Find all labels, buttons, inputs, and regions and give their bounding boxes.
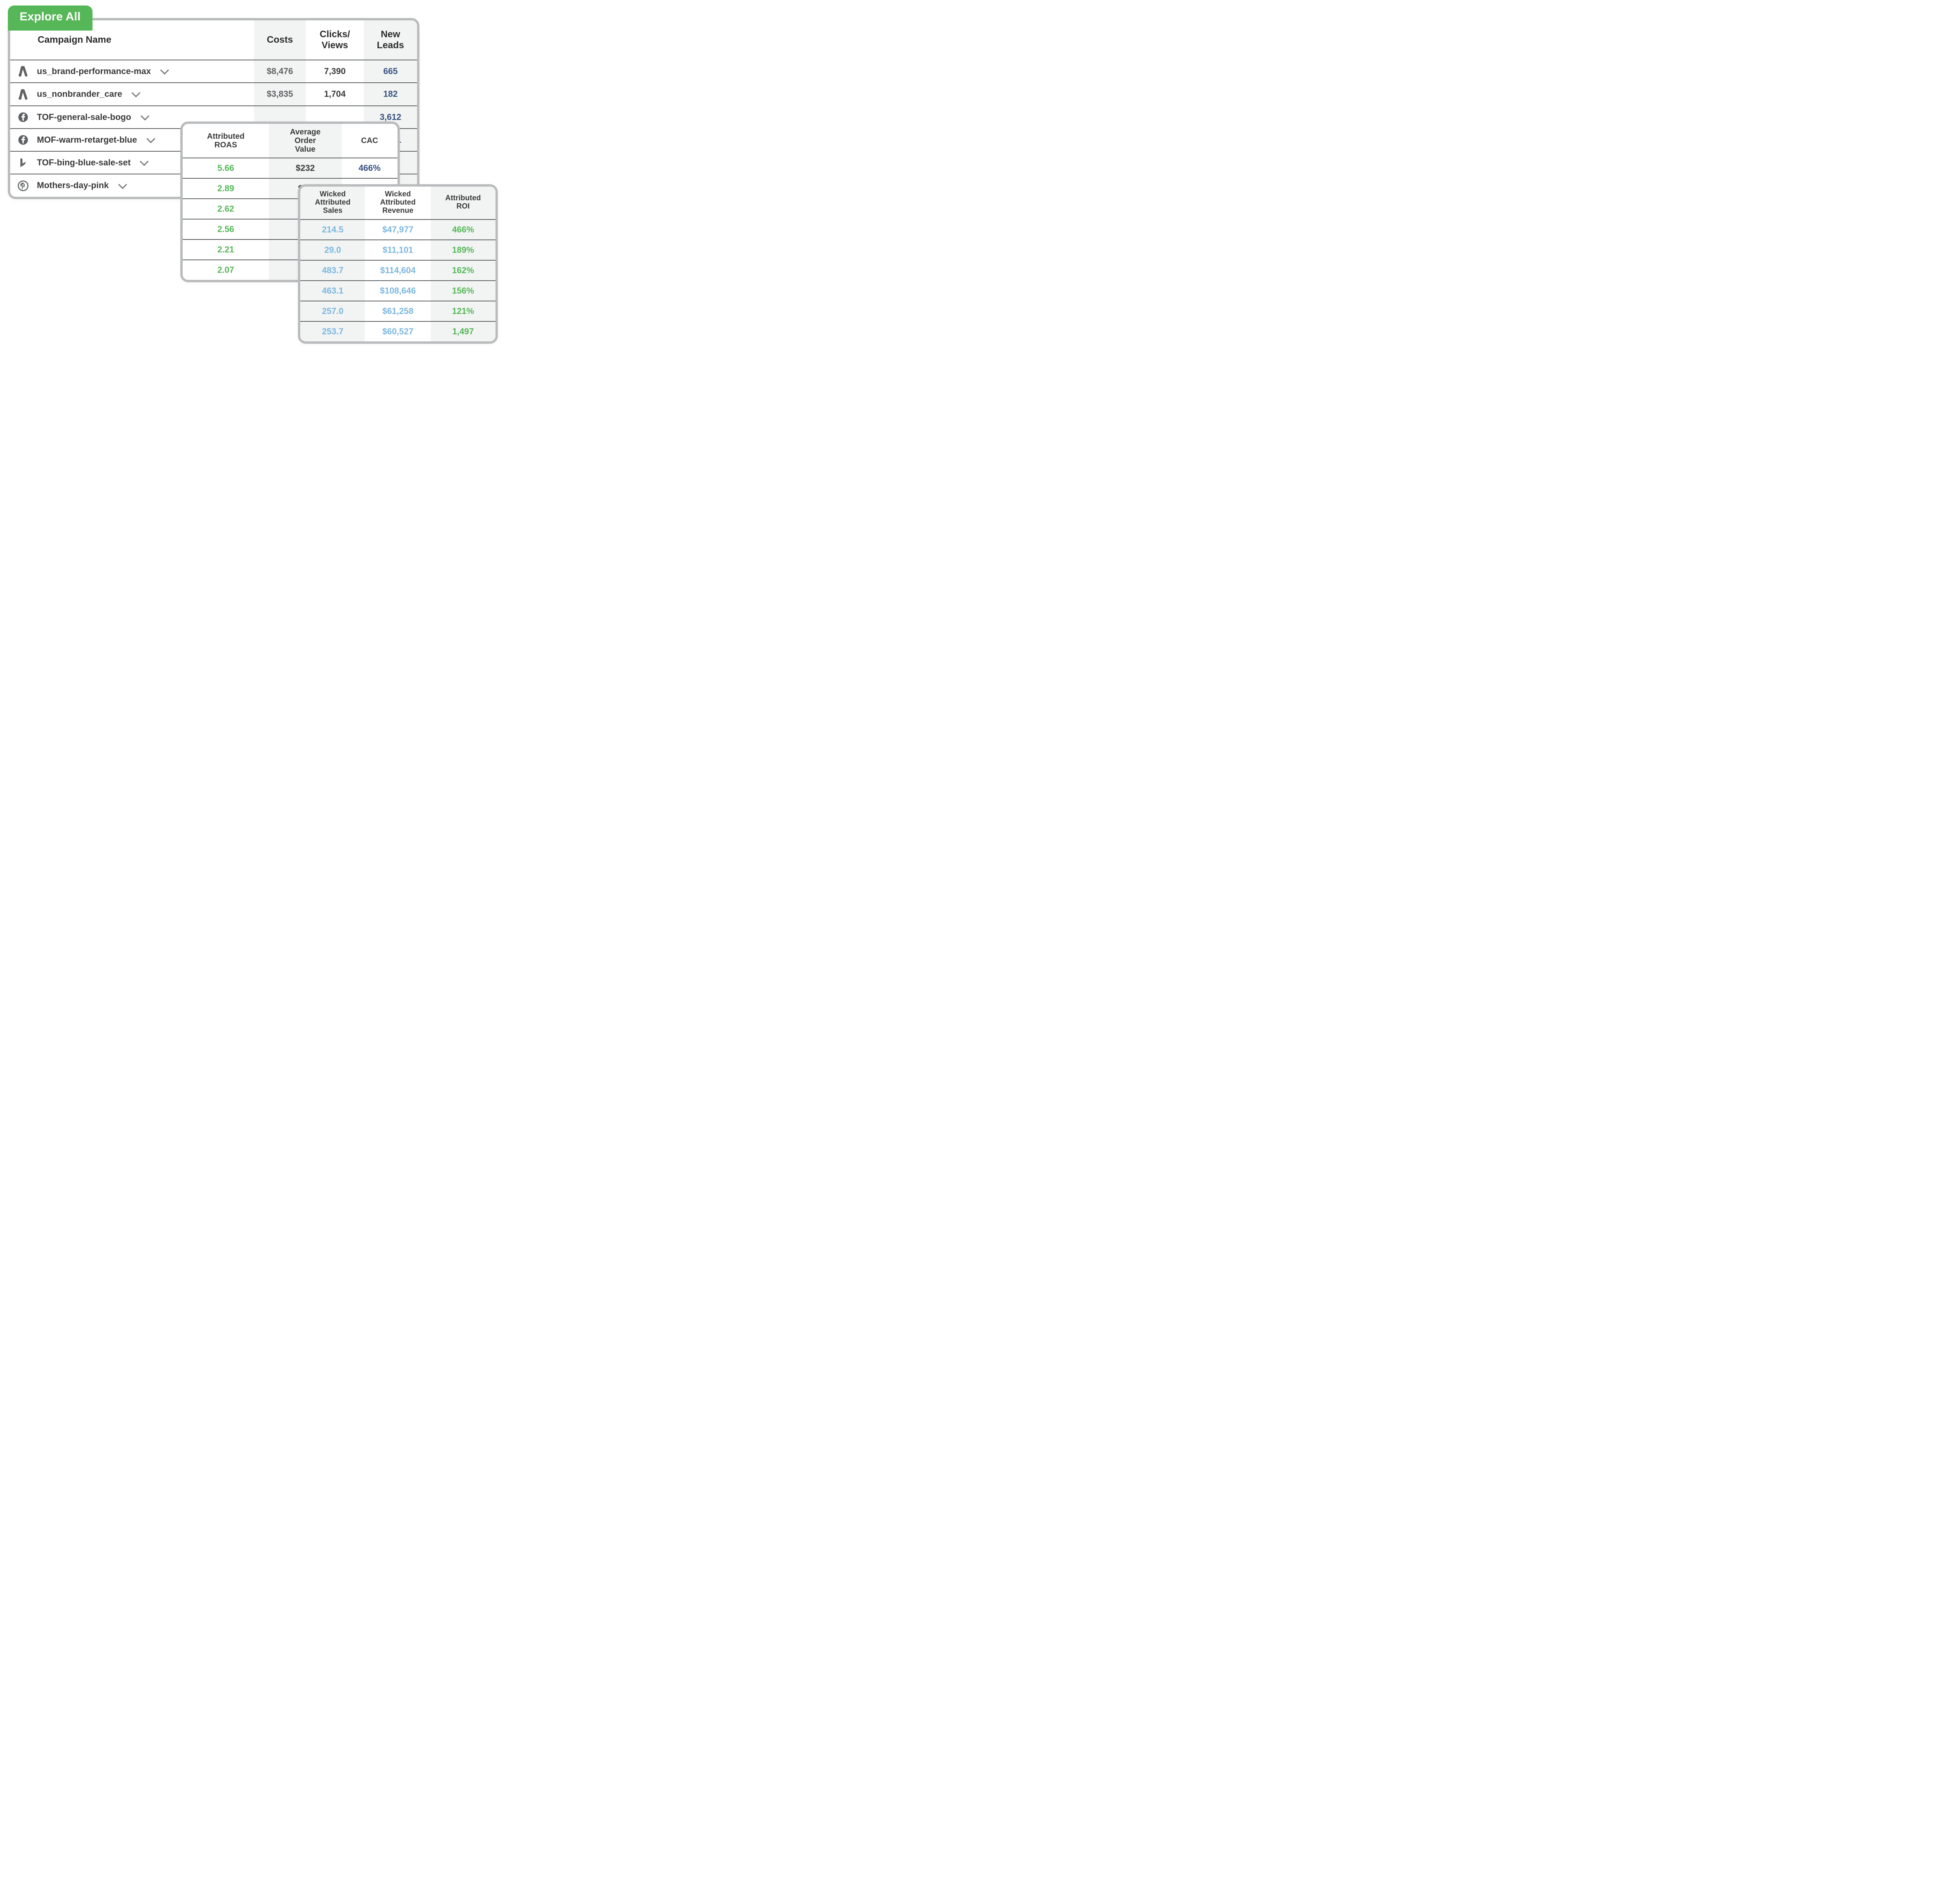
cell-costs: $3,835 <box>254 83 306 105</box>
report-stage: Explore All Campaign Name Costs Clicks/ … <box>8 8 502 384</box>
cell-wicked-sales: 214.5 <box>300 219 365 240</box>
table-row: 463.1 $108,646 156% <box>300 281 495 301</box>
chevron-down-icon[interactable] <box>131 89 140 98</box>
col-header-roas[interactable]: Attributed ROAS <box>183 124 269 158</box>
table-row: 257.0 $61,258 121% <box>300 301 495 321</box>
cell-roi: 121% <box>431 301 496 321</box>
cell-clicks: 7,390 <box>306 60 364 83</box>
cell-roas: 2.89 <box>183 178 269 199</box>
cell-cac: 466% <box>342 158 397 178</box>
cell-wicked-sales: 29.0 <box>300 240 365 260</box>
campaign-name-label: TOF-bing-blue-sale-set <box>37 158 131 167</box>
chevron-down-icon[interactable] <box>140 112 149 121</box>
wicked-table: Wicked Attributed Sales Wicked Attribute… <box>300 187 495 341</box>
wicked-tbody: 214.5 $47,977 466%29.0 $11,101 189%483.7… <box>300 219 495 341</box>
table-row: 5.66 $232 466% <box>183 158 397 178</box>
col-header-roi[interactable]: Attributed ROI <box>431 187 496 219</box>
col-header-clicks[interactable]: Clicks/ Views <box>306 20 364 60</box>
col-header-aov[interactable]: Average Order Value <box>269 124 342 158</box>
wicked-panel: Wicked Attributed Sales Wicked Attribute… <box>298 184 498 344</box>
cell-roas: 2.07 <box>183 260 269 280</box>
cell-roi: 1,497 <box>431 321 496 341</box>
cell-wicked-sales: 463.1 <box>300 281 365 301</box>
chevron-down-icon[interactable] <box>118 180 127 189</box>
campaign-name-label: TOF-general-sale-bogo <box>37 112 131 122</box>
cell-wicked-rev: $108,646 <box>365 281 430 301</box>
cell-roi: 156% <box>431 281 496 301</box>
col-header-wicked-rev[interactable]: Wicked Attributed Revenue <box>365 187 430 219</box>
col-header-leads[interactable]: New Leads <box>364 20 417 60</box>
cell-roi: 466% <box>431 219 496 240</box>
cell-roas: 2.56 <box>183 219 269 239</box>
table-row: 483.7 $114,604 162% <box>300 260 495 281</box>
google-ads-icon <box>16 66 30 77</box>
cell-aov: $232 <box>269 158 342 178</box>
col-header-wicked-sales[interactable]: Wicked Attributed Sales <box>300 187 365 219</box>
chevron-down-icon[interactable] <box>160 66 169 75</box>
cell-clicks: 1,704 <box>306 83 364 105</box>
cell-wicked-sales: 483.7 <box>300 260 365 281</box>
cell-wicked-rev: $114,604 <box>365 260 430 281</box>
cell-wicked-sales: 257.0 <box>300 301 365 321</box>
cell-roas: 2.62 <box>183 199 269 219</box>
cell-leads: 182 <box>364 83 417 105</box>
table-row: 214.5 $47,977 466% <box>300 219 495 240</box>
cell-wicked-rev: $11,101 <box>365 240 430 260</box>
cell-leads: 665 <box>364 60 417 83</box>
table-row[interactable]: us_brand-performance-max $8,476 7,390 66… <box>10 60 417 83</box>
cell-wicked-rev: $60,527 <box>365 321 430 341</box>
chevron-down-icon[interactable] <box>146 134 155 143</box>
cell-costs: $8,476 <box>254 60 306 83</box>
campaign-name-label: us_nonbrander_care <box>37 89 122 99</box>
table-row[interactable]: us_nonbrander_care $3,835 1,704 182 <box>10 83 417 105</box>
cell-roas: 2.21 <box>183 239 269 260</box>
campaign-name-label: MOF-warm-retarget-blue <box>37 135 137 145</box>
explore-all-tab[interactable]: Explore All <box>8 5 93 31</box>
cell-wicked-rev: $61,258 <box>365 301 430 321</box>
campaign-name-label: Mothers-day-pink <box>37 181 109 190</box>
table-row: 29.0 $11,101 189% <box>300 240 495 260</box>
campaign-name-label: us_brand-performance-max <box>37 66 151 76</box>
cell-roi: 162% <box>431 260 496 281</box>
bing-icon <box>16 157 30 168</box>
cell-wicked-rev: $47,977 <box>365 219 430 240</box>
cell-roas: 5.66 <box>183 158 269 178</box>
chevron-down-icon[interactable] <box>140 157 149 166</box>
facebook-icon <box>16 112 30 123</box>
facebook-icon <box>16 134 30 145</box>
col-header-costs[interactable]: Costs <box>254 20 306 60</box>
cell-wicked-sales: 253.7 <box>300 321 365 341</box>
pinterest-icon <box>16 180 30 191</box>
google-ads-icon <box>16 89 30 100</box>
table-row: 253.7 $60,527 1,497 <box>300 321 495 341</box>
col-header-cac[interactable]: CAC <box>342 124 397 158</box>
cell-roi: 189% <box>431 240 496 260</box>
